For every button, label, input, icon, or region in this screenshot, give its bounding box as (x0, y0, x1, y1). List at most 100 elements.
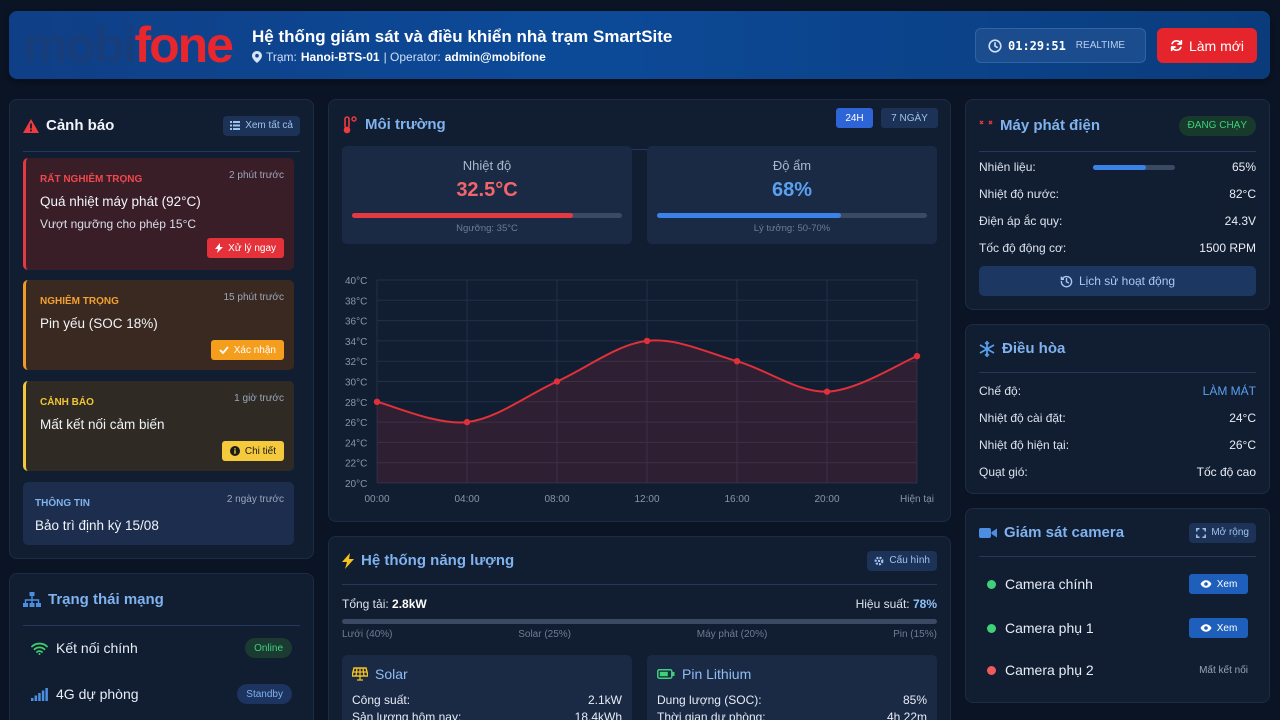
generator-status-badge: ĐANG CHẠY (1178, 115, 1256, 136)
handle-now-button[interactable]: Xử lý ngay (207, 238, 284, 258)
range-24h-tab[interactable]: 24H (836, 108, 873, 128)
warning-icon (23, 118, 39, 133)
fuel-row: Nhiên liệu: 65% (979, 160, 1256, 174)
alert-critical[interactable]: RẤT NGHIÊM TRỌNG 2 phút trước Quá nhiệt … (23, 158, 294, 270)
eye-icon (1200, 624, 1212, 632)
generator-row: Điện áp ắc quy: 24.3V (979, 214, 1256, 228)
humidity-bar (657, 213, 927, 218)
alert-time: 15 phút trước (223, 292, 284, 303)
station-info: Trạm: Hanoi-BTS-01 | Operator: admin@mob… (252, 50, 546, 64)
x-tick-label: Hiện tại (900, 494, 934, 505)
snowflake-icon (979, 340, 995, 357)
alert-message: Mất kết nối cảm biến (40, 417, 165, 432)
ac-setpoint-row: Nhiệt độ cài đặt: 24°C (979, 411, 1256, 425)
realtime-clock: 01:29:51 REALTIME (975, 28, 1146, 63)
y-tick-label: 36°C (345, 317, 367, 328)
humidity-value: 68% (771, 179, 813, 201)
clock-time: 01:29:51 (1008, 38, 1066, 53)
view-all-alerts-button[interactable]: Xem tất cả (223, 115, 300, 136)
lightning-icon (342, 552, 354, 569)
status-dot (987, 579, 996, 589)
refresh-icon (1170, 39, 1183, 52)
alert-warning[interactable]: CẢNH BÁO 1 giờ trước Mất kết nối cảm biế… (23, 381, 294, 471)
ac-current-temp-row: Nhiệt độ hiện tại: 26°C (979, 438, 1256, 452)
status-badge: Online (245, 638, 292, 658)
thermometer-icon (343, 115, 357, 133)
temperature-card: Nhiệt độ 32.5°C Ngưỡng: 35°C (342, 146, 632, 244)
network-item-4g: 4G dự phòng Standby (31, 684, 292, 704)
y-tick-label: 38°C (345, 296, 367, 307)
alerts-panel: Cảnh báo Xem tất cả RẤT NGHIÊM TRỌNG 2 p… (9, 99, 314, 559)
view-camera-button[interactable]: Xem (1189, 574, 1248, 594)
series-area (377, 340, 917, 483)
alert-message: Quá nhiệt máy phát (92°C) (40, 194, 201, 209)
y-tick-label: 20°C (345, 479, 367, 490)
y-tick-label: 32°C (345, 357, 367, 368)
status-dot (987, 623, 996, 633)
energy-config-button[interactable]: Cấu hình (867, 550, 937, 571)
station-name: Hanoi-BTS-01 (300, 50, 380, 64)
y-tick-label: 22°C (345, 459, 367, 470)
clock-icon (988, 38, 1002, 53)
wifi-icon (31, 642, 48, 655)
camera-title: Giám sát camera (979, 524, 1124, 541)
data-point (913, 352, 921, 360)
range-7d-tab[interactable]: 7 NGÀY (881, 108, 938, 128)
gear-icon (875, 556, 884, 565)
activity-history-button[interactable]: Lịch sử hoạt động (979, 266, 1256, 296)
video-camera-icon (979, 527, 997, 538)
x-tick-label: 08:00 (544, 494, 569, 505)
view-camera-button[interactable]: Xem (1189, 618, 1248, 638)
humidity-card: Độ ẩm 68% Lý tưởng: 50-70% (647, 146, 937, 244)
ac-mode-row: Chế độ: LÀM MÁT (979, 384, 1256, 398)
ac-title: Điều hòa (979, 340, 1065, 357)
y-tick-label: 28°C (345, 398, 367, 409)
alert-info[interactable]: THÔNG TIN 2 ngày trước Bảo trì định kỳ 1… (23, 482, 294, 545)
data-point (553, 378, 561, 385)
alert-level: RẤT NGHIÊM TRỌNG (40, 174, 143, 185)
clock-mode: REALTIME (1075, 40, 1126, 51)
camera-item: Camera phụ 2 Mất kết nối (987, 662, 1248, 678)
alerts-title: Cảnh báo (23, 117, 114, 134)
details-button[interactable]: Chi tiết (221, 441, 284, 461)
alert-description: Vượt ngưỡng cho phép 15°C (40, 217, 197, 231)
refresh-button[interactable]: Làm mới (1157, 28, 1257, 63)
alert-level: CẢNH BÁO (40, 397, 94, 408)
info-icon (229, 446, 240, 456)
energy-title: Hệ thống năng lượng (342, 552, 514, 569)
expand-camera-button[interactable]: Mở rộng (1189, 522, 1256, 543)
check-icon (219, 346, 229, 354)
temperature-threshold: Ngưỡng: 35°C (456, 223, 518, 234)
humidity-label: Độ ẩm (772, 158, 812, 173)
data-point (463, 418, 471, 426)
alert-severe[interactable]: NGHIÊM TRỌNG 15 phút trước Pin yếu (SOC … (23, 280, 294, 370)
acknowledge-button[interactable]: Xác nhận (210, 340, 284, 360)
camera-disconnected-label: Mất kết nối (1199, 664, 1248, 676)
alert-time: 1 giờ trước (234, 393, 284, 404)
generator-panel: Máy phát điện ĐANG CHẠY Nhiên liệu: 65% … (965, 99, 1270, 310)
network-icon (23, 591, 41, 607)
history-icon (1060, 275, 1073, 287)
camera-panel: Giám sát camera Mở rộng Camera chính Xem… (965, 508, 1270, 703)
battery-card: Pin Lithium Dung lượng (SOC): 85% Thời gi… (647, 655, 937, 720)
alert-message: Bảo trì định kỳ 15/08 (35, 518, 159, 533)
data-point (373, 398, 381, 405)
solar-card: Solar Công suất: 2.1kW Sản lượng hôm nay:… (342, 655, 632, 720)
temperature-chart: 20°C 22°C 24°C 26°C 28°C 30°C 32°C 34°C 36°C 38°C… (345, 276, 934, 505)
status-dot (987, 665, 996, 675)
page-title: Hệ thống giám sát và điều khiển nhà trạm… (252, 27, 673, 46)
data-point (733, 358, 741, 365)
x-tick-label: 20:00 (814, 494, 839, 505)
data-point (823, 388, 831, 395)
y-tick-label: 40°C (345, 276, 367, 287)
expand-icon (1196, 527, 1207, 538)
temperature-label: Nhiệt độ (462, 158, 512, 173)
humidity-ideal: Lý tưởng: 50-70% (753, 223, 831, 234)
operator-name: admin@mobifone (444, 50, 546, 64)
y-tick-label: 26°C (345, 418, 367, 429)
energy-panel: Hệ thống năng lượng Cấu hình Tổng tải: 2… (328, 536, 951, 720)
efficiency: Hiệu suất: 78% (855, 597, 937, 611)
energy-source-bar (342, 619, 937, 624)
location-pin-icon (252, 51, 262, 63)
x-tick-label: 04:00 (454, 494, 479, 505)
